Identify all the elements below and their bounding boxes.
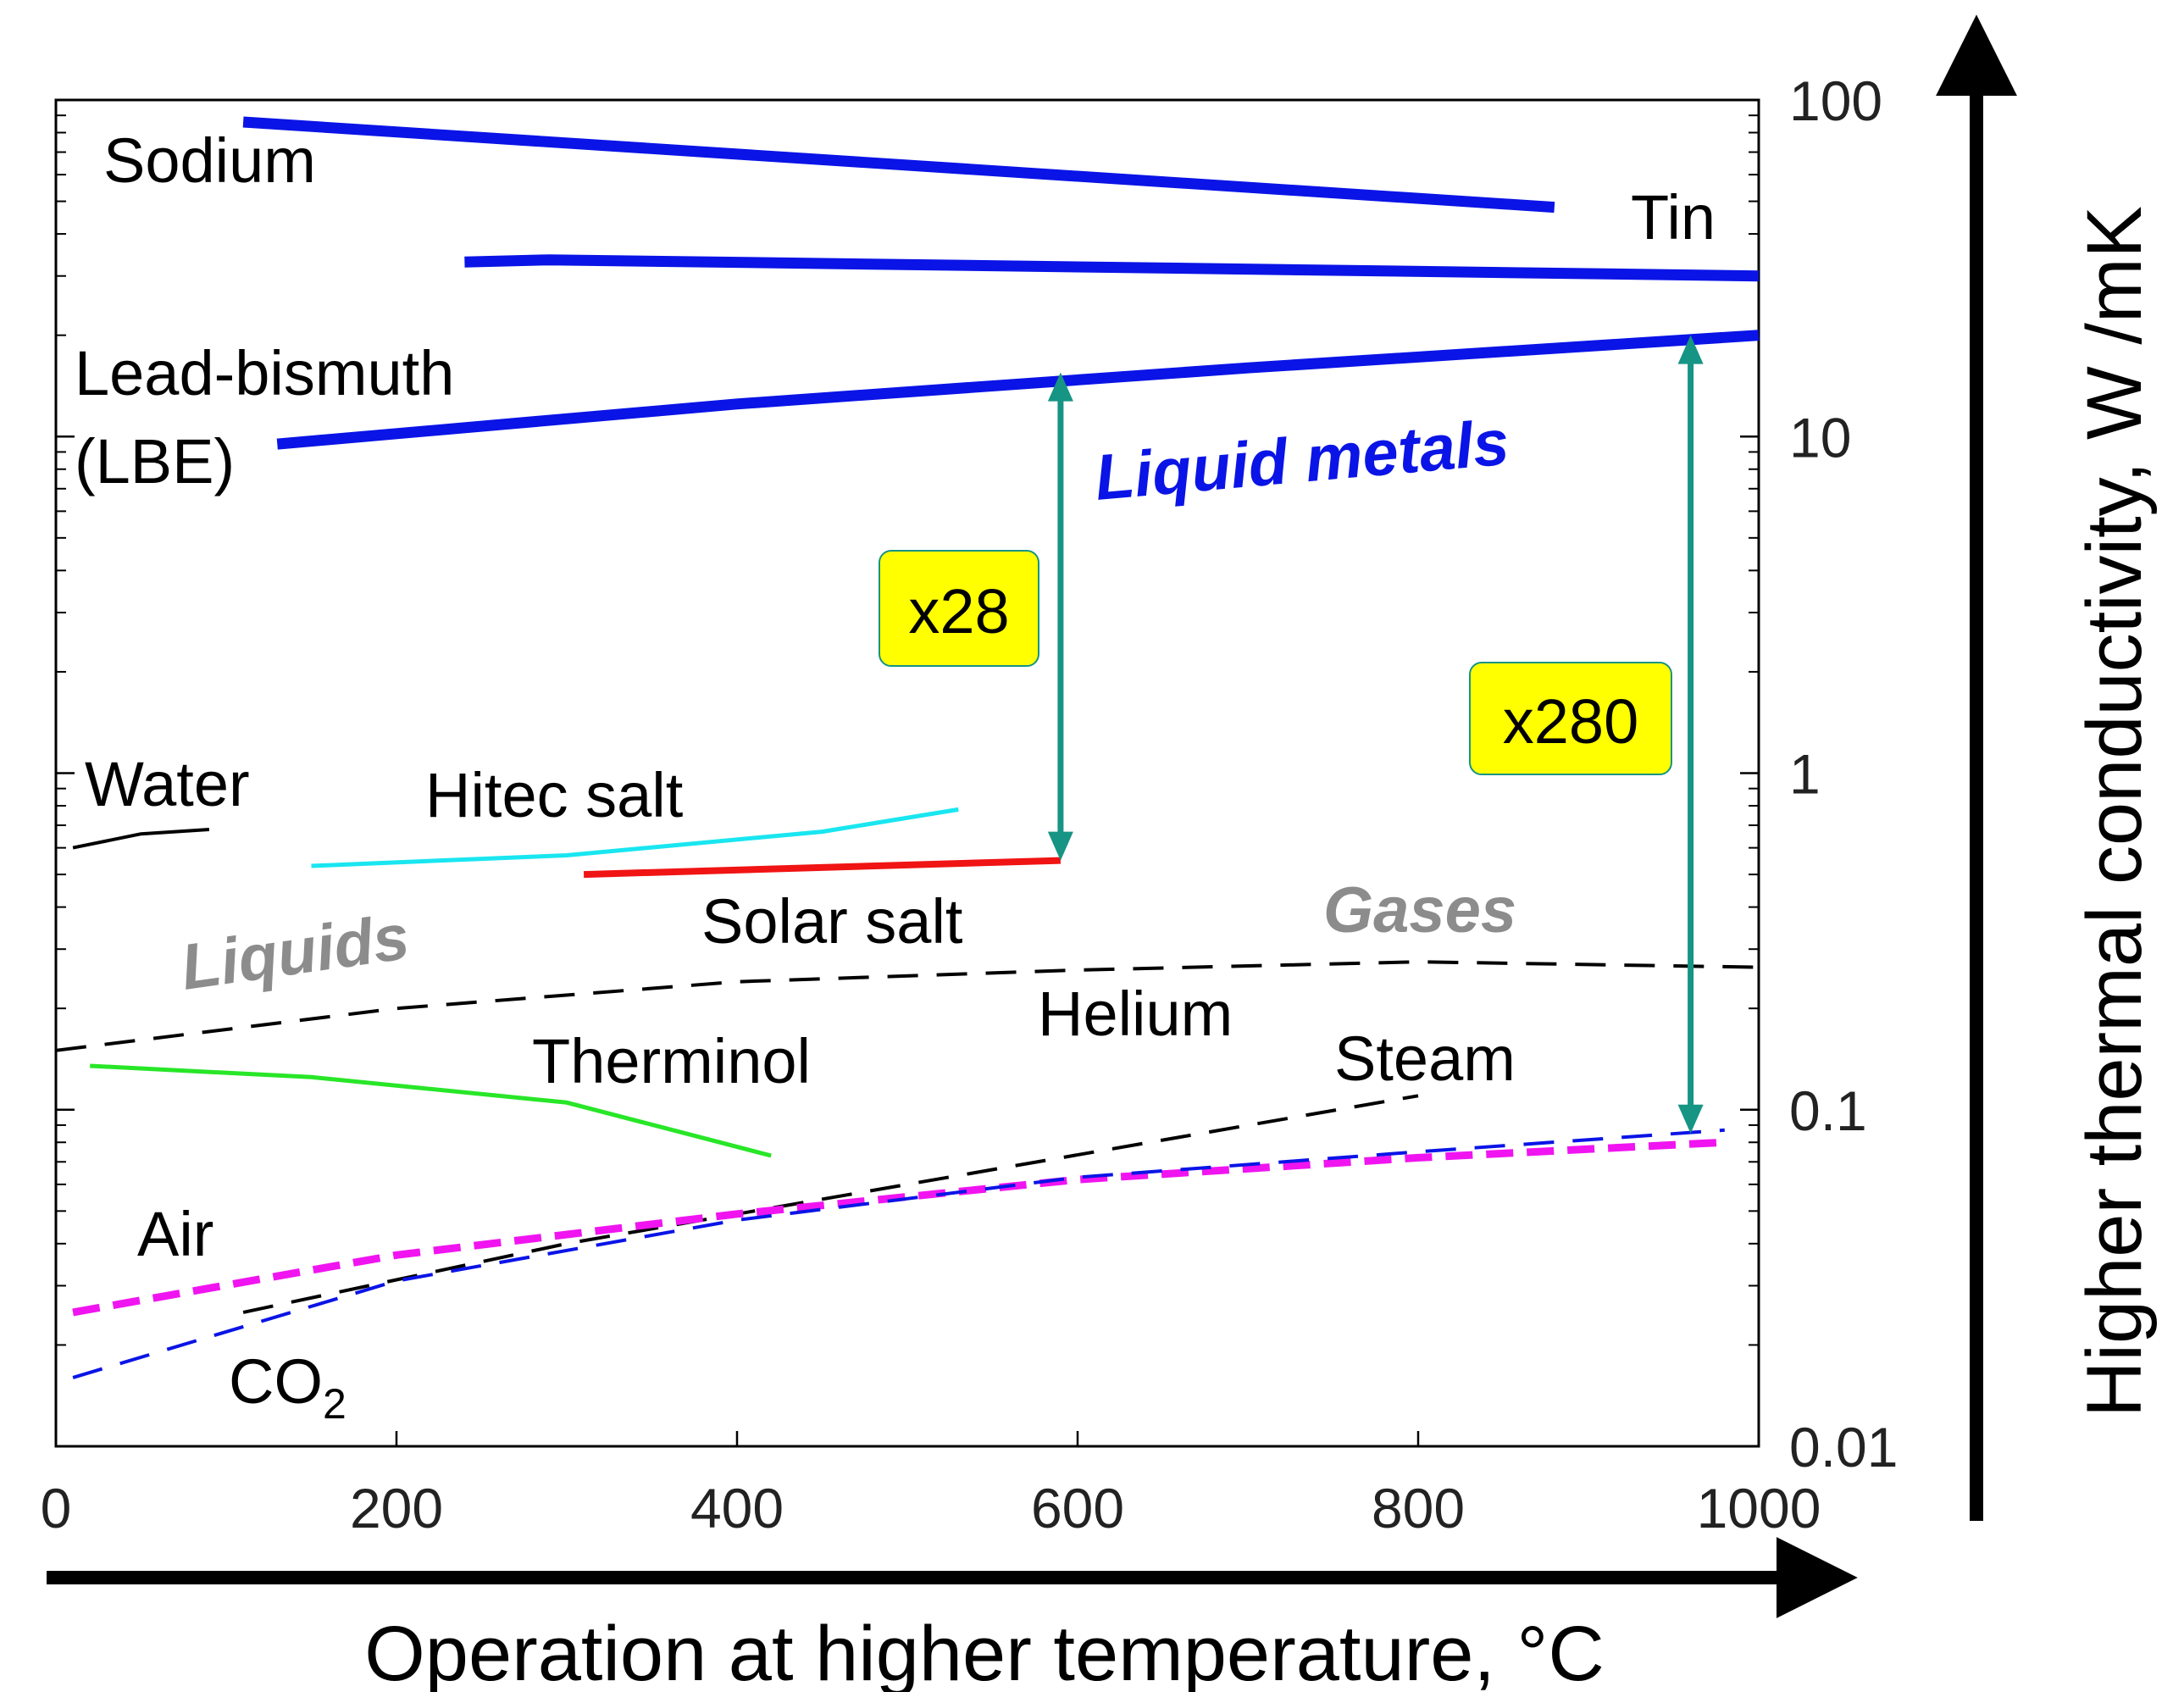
ratio-box-x28	[879, 550, 1039, 667]
label-co2: CO2	[229, 1346, 346, 1428]
series-line-co-	[72, 1128, 1725, 1379]
ratio-text-x28: x28	[908, 576, 1009, 646]
series-line-steam	[242, 1094, 1419, 1314]
x-axis-title: Operation at higher temperature, °C	[364, 1611, 1605, 1692]
group-label-gases: Gases	[1323, 874, 1516, 946]
label-helium: Helium	[1038, 979, 1233, 1049]
series-line-therminol	[90, 1063, 772, 1158]
x-tick-label: 1000	[1697, 1477, 1821, 1539]
label-hitec-salt: Hitec salt	[425, 760, 684, 830]
y-tick-label: 0.01	[1789, 1416, 1898, 1478]
x-tick-label: 0	[41, 1477, 72, 1539]
x-tick-label: 800	[1372, 1477, 1465, 1539]
y-tick-label: 1	[1789, 743, 1821, 806]
y-tick-label: 10	[1789, 406, 1851, 469]
ratio-arrowhead-down	[1677, 1104, 1704, 1134]
series-line-water	[72, 828, 210, 850]
ratio-text-x280: x280	[1503, 686, 1638, 757]
x-tick-label: 600	[1031, 1477, 1124, 1539]
label-steam: Steam	[1334, 1024, 1516, 1094]
label-lead-bismuth: Lead-bismuth	[75, 338, 454, 408]
group-label-liquid-metals: Liquid metals	[1092, 407, 1511, 514]
minor-ticks	[56, 114, 1759, 1346]
group-label-liquids: Liquids	[177, 901, 413, 1004]
label-therminol: Therminol	[532, 1026, 811, 1096]
ratio-arrowhead-down	[1047, 831, 1073, 861]
series-layer	[55, 116, 1760, 1379]
label-lbe: (LBE)	[75, 426, 235, 497]
x-tick-label: 400	[690, 1477, 784, 1539]
ratio-box-x280	[1469, 662, 1672, 775]
label-tin: Tin	[1631, 182, 1716, 252]
label-air: Air	[137, 1199, 213, 1269]
ratio-arrowhead-up	[1047, 372, 1073, 402]
series-line-sodium	[242, 116, 1555, 214]
series-line-air	[72, 1138, 1726, 1317]
label-sodium: Sodium	[103, 125, 316, 196]
series-line-solar-salt	[583, 857, 1062, 879]
series-line-helium	[55, 960, 1760, 1052]
y-axis-title: Higher thermal conductivity, W /mK	[2071, 206, 2158, 1417]
annotation-layer	[1047, 335, 1704, 1134]
label-solar-salt: Solar salt	[701, 886, 963, 957]
series-line-lead-bismuth	[276, 330, 1760, 450]
series-line-hitec-salt	[311, 807, 959, 868]
y-tick-label: 0.1	[1789, 1079, 1867, 1142]
label-water: Water	[85, 749, 250, 819]
y-tick-label: 100	[1789, 69, 1882, 132]
series-line-tin	[464, 254, 1760, 282]
ratio-arrowhead-up	[1677, 335, 1704, 364]
x-tick-label: 200	[350, 1477, 443, 1539]
